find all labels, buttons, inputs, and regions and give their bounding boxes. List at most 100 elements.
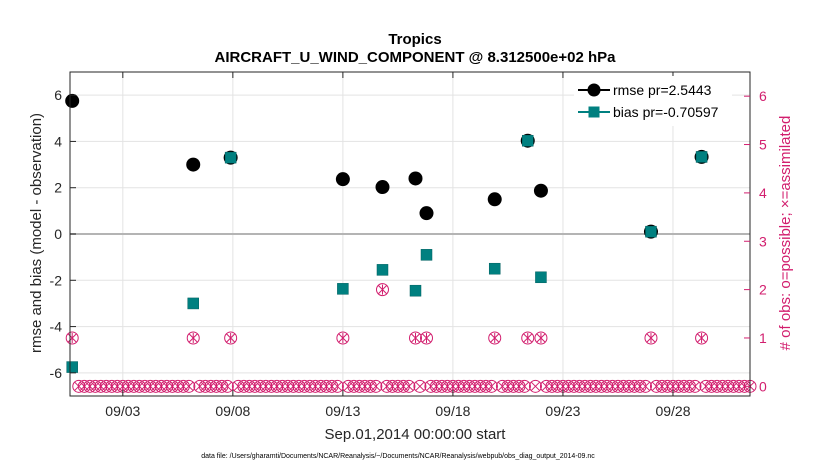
y2-tick-label: 4 — [759, 185, 767, 201]
y-tick-label: 6 — [54, 87, 62, 103]
obs-zero-cross — [184, 381, 194, 391]
obs-zero-marker — [484, 379, 498, 393]
obs-possible-marker — [186, 331, 200, 345]
obs-assimilated-marker — [697, 332, 706, 343]
obs-zero-cross — [690, 381, 700, 391]
bias-point — [695, 151, 708, 163]
legend-bias-marker — [588, 106, 600, 118]
obs-assimilated-marker — [490, 332, 500, 343]
obs-zero-marker — [413, 379, 427, 393]
obs-assimilated-marker — [338, 332, 348, 343]
bias-point — [187, 297, 199, 310]
x-tick-label: 09/08 — [215, 403, 250, 419]
obs-possible-marker — [488, 331, 502, 345]
bias-point — [66, 361, 78, 373]
x-tick-label: 09/18 — [435, 403, 470, 419]
bias-point — [535, 271, 547, 284]
chart-subtitle: AIRCRAFT_U_WIND_COMPONENT @ 8.312500e+02… — [215, 49, 617, 66]
rmse-point — [335, 172, 350, 187]
obs-possible-marker — [521, 331, 535, 345]
obs-zero-marker — [220, 379, 234, 393]
y-tick-label: 2 — [54, 180, 62, 196]
ticks: 09/03 09/08 09/13 09/18 09/23 09/28 -6 -4 -2 0 2 4 6… — [50, 72, 767, 419]
obs-zero-cross — [371, 381, 381, 391]
bias-point — [420, 249, 433, 261]
bias-point — [337, 283, 349, 295]
obs-assimilated-marker — [523, 332, 533, 343]
chart-title: Tropics — [388, 31, 441, 48]
obs-zero-marker — [528, 379, 542, 393]
legend-bias-label: bias pr=-0.70597 — [613, 104, 719, 120]
obs-possible-marker — [695, 331, 709, 345]
obs-assimilated-marker — [411, 332, 420, 343]
obs-possible-marker — [375, 283, 389, 297]
y-tick-label: 4 — [54, 133, 62, 149]
obs-zero-cross — [531, 381, 540, 391]
obs-assimilated-marker — [378, 284, 387, 295]
bias-point — [376, 264, 389, 276]
x-tick-label: 09/13 — [325, 403, 360, 419]
y2-tick-label: 1 — [759, 330, 767, 346]
obs-zero-cross — [641, 381, 650, 391]
y-tick-label: -2 — [50, 272, 63, 288]
bias-point — [224, 151, 237, 164]
bias-point — [409, 284, 422, 297]
bias-point — [521, 134, 534, 147]
obs-possible-marker — [534, 331, 548, 345]
y-tick-label: -4 — [50, 319, 63, 335]
obs-zero-marker — [638, 379, 652, 393]
rmse-point — [65, 93, 80, 108]
x-tick-label: 09/23 — [545, 403, 580, 419]
obs-zero-marker — [517, 379, 531, 393]
legend-rmse-marker — [587, 83, 601, 97]
legend-rmse-label: rmse pr=2.5443 — [613, 82, 712, 98]
obs-zero-marker — [402, 379, 416, 393]
y2-tick-label: 5 — [759, 137, 767, 153]
obs-assimilated-marker — [422, 332, 431, 343]
marks — [65, 93, 757, 393]
obs-possible-marker — [224, 331, 238, 345]
obs-zero-marker — [369, 379, 383, 393]
rmse-point — [533, 183, 548, 198]
obs-zero-marker — [688, 379, 702, 393]
obs-zero-cross — [520, 381, 529, 391]
obs-zero-cross — [487, 381, 496, 391]
obs-assimilated-marker — [226, 332, 236, 343]
obs-possible-marker — [420, 331, 434, 345]
obs-possible-marker — [409, 331, 423, 345]
obs-zero-cross — [415, 381, 425, 391]
y2-tick-label: 2 — [759, 282, 767, 298]
bias-point — [488, 262, 501, 275]
bias-point — [645, 225, 657, 238]
obs-assimilated-marker — [646, 332, 656, 343]
obs-zero-cross — [404, 381, 414, 391]
obs-possible-marker — [644, 331, 658, 345]
obs-zero-cross — [222, 381, 232, 391]
rmse-point — [375, 180, 390, 195]
obs-assimilated-marker — [536, 332, 546, 343]
legend-box — [574, 76, 732, 126]
obs-assimilated-marker — [188, 332, 198, 343]
rmse-point — [186, 157, 201, 172]
x-tick-label: 09/03 — [105, 403, 140, 419]
rmse-point — [408, 171, 423, 186]
obs-zero-marker — [330, 379, 344, 393]
legend: rmse pr=2.5443 bias pr=-0.70597 — [574, 76, 732, 126]
obs-possible-marker — [336, 331, 350, 345]
y-tick-label: -6 — [50, 365, 63, 381]
y2-tick-label: 0 — [759, 378, 767, 394]
obs-zero-cross — [333, 381, 342, 391]
rmse-point — [419, 206, 434, 221]
y2-tick-label: 3 — [759, 233, 767, 249]
data-file-footnote: data file: /Users/gharamti/Documents/NCA… — [201, 453, 595, 460]
rmse-point — [487, 192, 502, 207]
obs-possible-marker — [65, 331, 79, 345]
y2-axis-label: # of obs: o=possible; ×=assimilated — [777, 116, 794, 351]
x-tick-label: 09/28 — [655, 403, 690, 419]
y2-tick-label: 6 — [759, 88, 767, 104]
obs-zero-marker — [182, 379, 196, 393]
y-tick-label: 0 — [54, 226, 62, 242]
y-axis-label: rmse and bias (model - observation) — [28, 113, 45, 353]
x-axis-label: Sep.01,2014 00:00:00 start — [325, 426, 507, 443]
